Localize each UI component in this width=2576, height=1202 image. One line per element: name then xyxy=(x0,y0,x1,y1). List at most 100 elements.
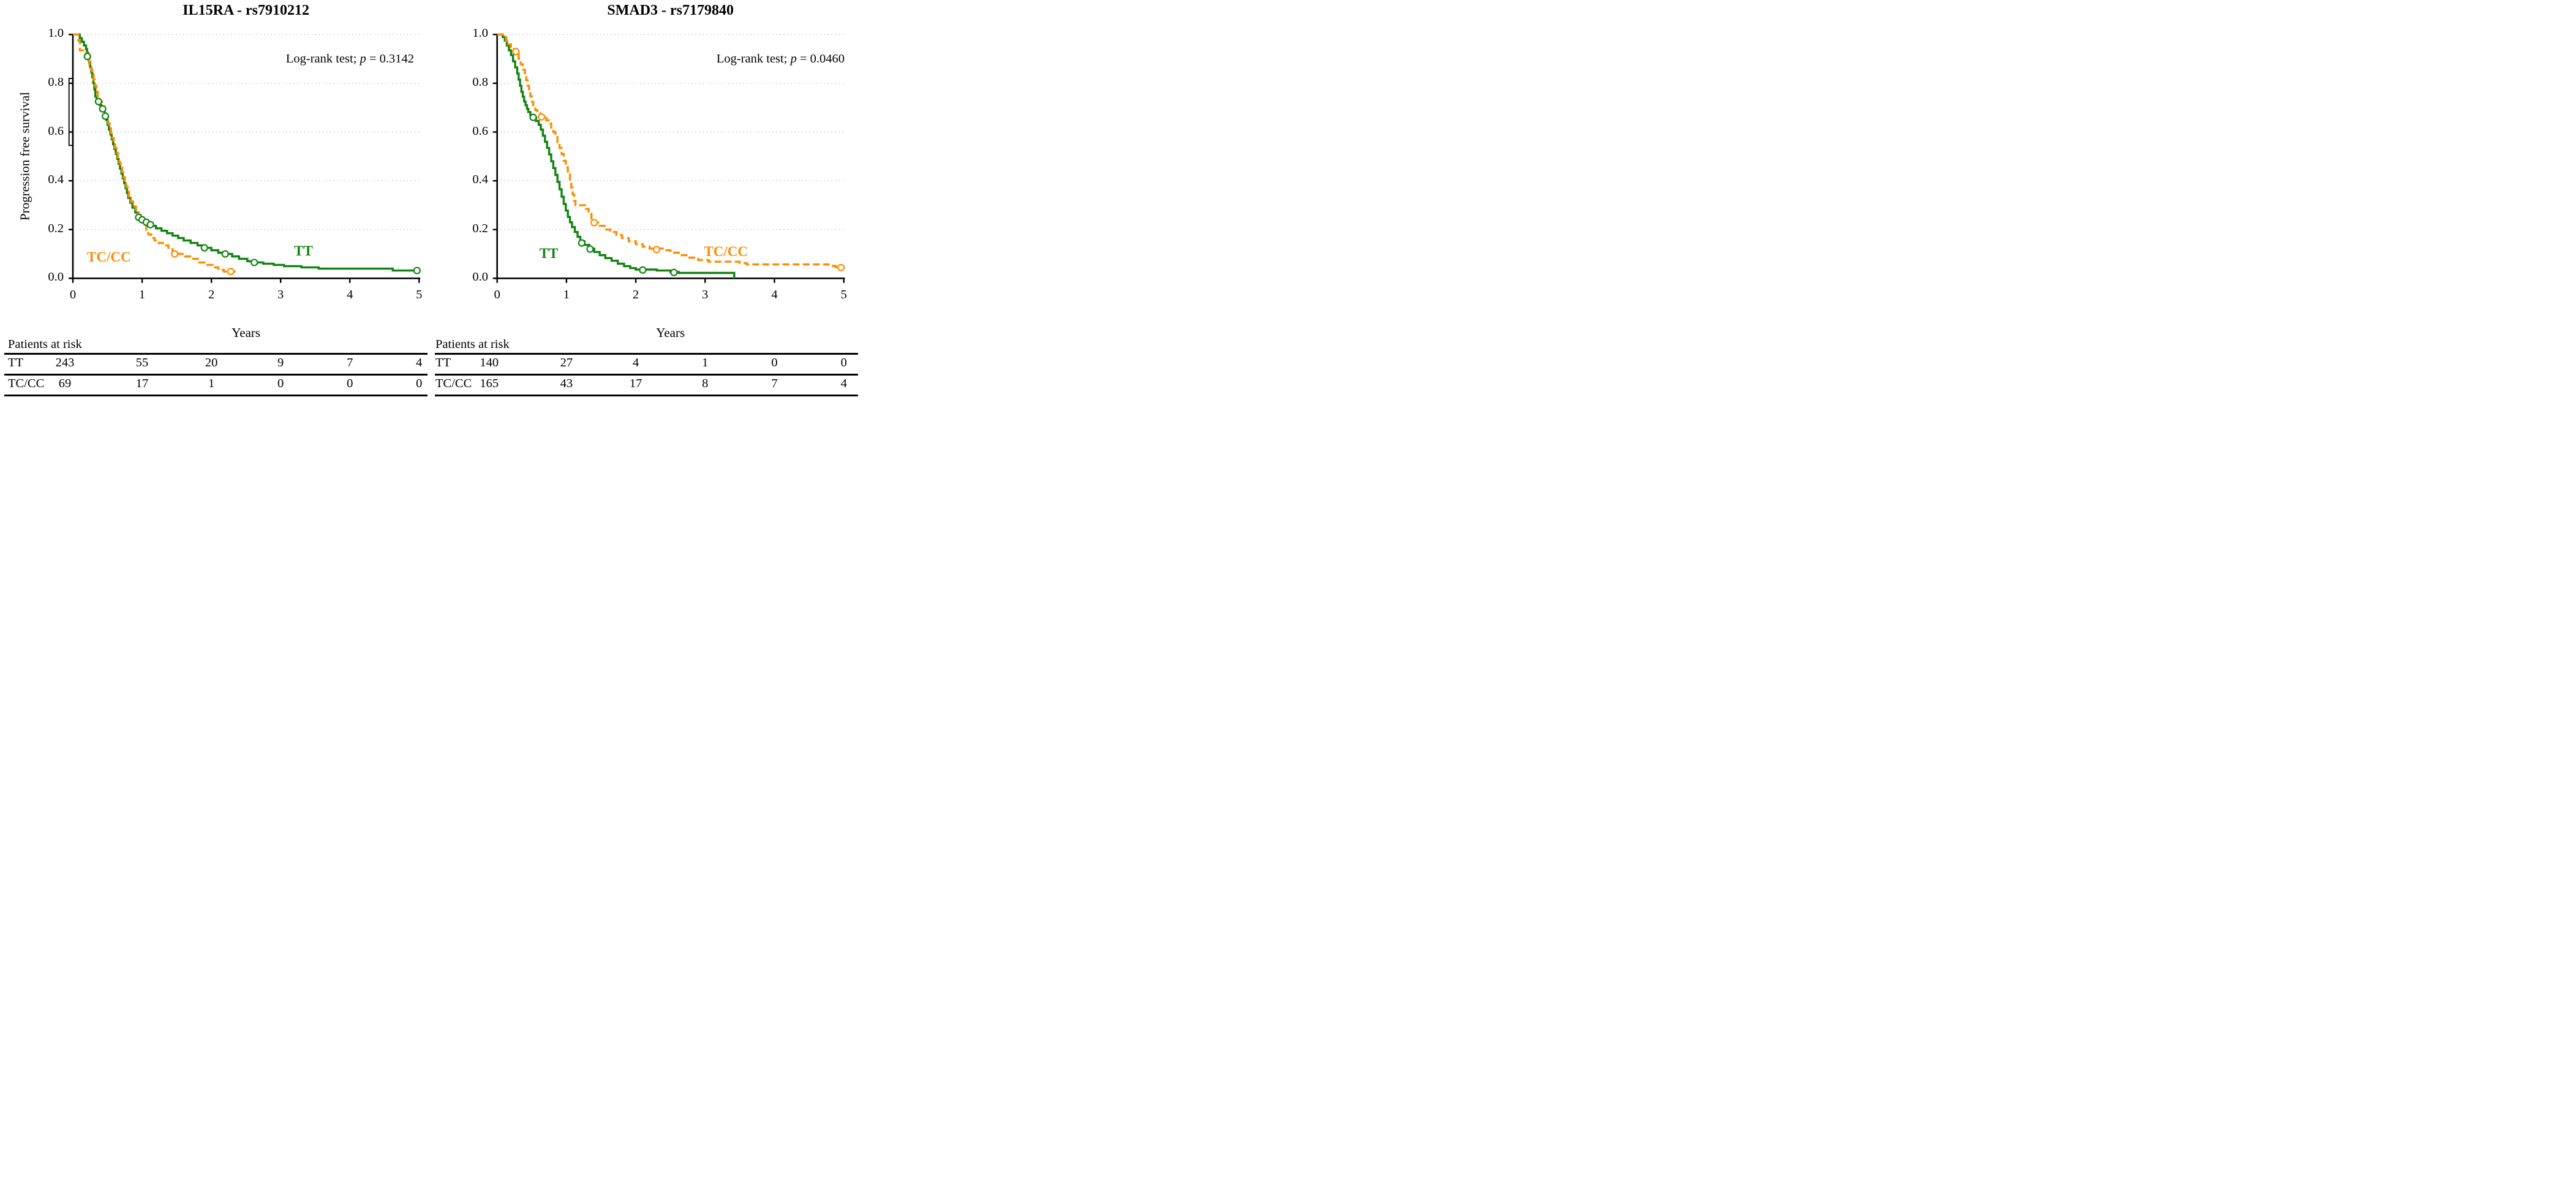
risk-table-rule xyxy=(4,373,427,376)
y-tick-label: 0.0 xyxy=(472,270,488,284)
risk-count: 43 xyxy=(560,377,573,390)
censor-mark xyxy=(227,268,235,276)
panel1-tt-curve-label: TT xyxy=(294,243,313,259)
x-tick-label: 1 xyxy=(563,288,570,301)
censor-mark xyxy=(250,259,258,266)
risk-row-label: TC/CC xyxy=(8,377,45,390)
x-tick-label: 1 xyxy=(138,288,146,301)
censor-mark xyxy=(171,250,179,258)
y-tick-label: 0.6 xyxy=(48,124,64,138)
risk-row-label: TT xyxy=(435,356,451,369)
risk-count: 55 xyxy=(135,356,149,369)
risk-count: 7 xyxy=(347,356,353,369)
risk-count: 0 xyxy=(416,377,423,390)
pvalue-value: = 0.3142 xyxy=(366,52,414,66)
risk-count: 0 xyxy=(840,356,847,369)
risk-count: 69 xyxy=(58,377,72,390)
risk-count: 7 xyxy=(771,377,778,390)
risk-row-label: TC/CC xyxy=(435,377,472,390)
panel1-logrank-text: Log-rank test; p = 0.3142 xyxy=(286,52,414,66)
y-tick-label: 0.0 xyxy=(48,270,64,284)
censor-mark xyxy=(670,268,678,276)
risk-count: 17 xyxy=(135,377,149,390)
censor-mark xyxy=(200,244,208,252)
pvalue-symbol: p xyxy=(360,52,366,66)
x-tick-label: 5 xyxy=(840,288,847,301)
censor-mark xyxy=(837,263,845,271)
survival-curve-tt xyxy=(497,33,736,279)
survival-curve-tc-cc xyxy=(73,33,236,273)
risk-table-rule xyxy=(435,352,858,355)
x-tick-label: 2 xyxy=(632,288,639,301)
survival-curve-tt xyxy=(73,33,420,272)
y-tick-label: 0.4 xyxy=(48,173,64,187)
censor-mark xyxy=(221,250,229,258)
panel1-tccc-curve-label: TC/CC xyxy=(87,249,131,265)
censor-mark xyxy=(83,53,91,61)
pvalue-symbol: p xyxy=(790,52,797,66)
panel2-tt-curve-label: TT xyxy=(539,246,559,262)
censor-mark xyxy=(652,246,661,254)
risk-table-rule xyxy=(435,394,858,396)
risk-count: 0 xyxy=(771,356,778,369)
x-tick-label: 3 xyxy=(277,288,284,301)
survival-curve-tc-cc xyxy=(497,33,845,268)
risk-count: 9 xyxy=(277,356,284,369)
risk-count: 1 xyxy=(208,377,215,390)
pvalue-prefix: Log-rank test; xyxy=(285,52,360,66)
risk-count: 0 xyxy=(347,377,353,390)
risk-count: 140 xyxy=(480,356,499,369)
panel1-title: IL15RA - rs7910212 xyxy=(183,2,309,18)
censor-mark xyxy=(529,113,537,121)
censor-mark xyxy=(512,48,520,56)
censor-mark xyxy=(538,113,546,121)
risk-count: 17 xyxy=(629,377,642,390)
censor-mark xyxy=(413,266,421,274)
risk-count: 4 xyxy=(840,377,847,390)
x-tick-label: 2 xyxy=(208,288,215,301)
risk-table-rule xyxy=(4,352,427,355)
x-tick-label: 5 xyxy=(416,288,423,301)
censor-mark xyxy=(146,221,154,229)
censor-mark xyxy=(99,105,107,113)
risk-count: 8 xyxy=(702,377,709,390)
risk-count: 1 xyxy=(702,356,709,369)
y-tick-label: 0.8 xyxy=(472,75,488,89)
y-tick-label: 0.6 xyxy=(472,124,488,138)
plot-canvas xyxy=(68,33,845,283)
censor-mark xyxy=(578,239,586,247)
y-tick-label: 0.8 xyxy=(48,75,64,89)
panel2-tccc-curve-label: TC/CC xyxy=(704,243,748,259)
y-tick-label: 0.2 xyxy=(48,221,64,235)
risk-table-rule xyxy=(4,394,427,396)
censor-mark xyxy=(94,97,102,105)
y-tick-label: 1.0 xyxy=(472,26,488,40)
panel2-risk-table-header: Patients at risk xyxy=(435,338,510,351)
censor-mark xyxy=(102,112,110,120)
pvalue-value: = 0.0460 xyxy=(796,52,845,66)
panel2-x-axis-label: Years xyxy=(656,325,685,340)
y-tick-label: 0.2 xyxy=(472,221,488,235)
risk-count: 27 xyxy=(560,356,573,369)
risk-count: 20 xyxy=(205,356,218,369)
x-tick-label: 3 xyxy=(702,288,709,301)
y-axis-label: Progression free survival xyxy=(17,92,32,221)
risk-count: 4 xyxy=(632,356,639,369)
panel2-title: SMAD3 - rs7179840 xyxy=(607,2,734,18)
risk-count: 243 xyxy=(55,356,75,369)
x-tick-label: 4 xyxy=(347,288,353,301)
km-survival-figure: Progression free survival IL15RA - rs791… xyxy=(0,0,859,401)
risk-count: 0 xyxy=(277,377,284,390)
risk-count: 4 xyxy=(416,356,423,369)
y-tick-label: 0.4 xyxy=(472,173,488,187)
x-tick-label: 4 xyxy=(771,288,778,301)
pvalue-prefix: Log-rank test; xyxy=(716,52,791,66)
x-tick-label: 0 xyxy=(494,288,500,301)
risk-row-label: TT xyxy=(8,356,24,369)
panel1-risk-table-header: Patients at risk xyxy=(8,338,82,351)
panel1-x-axis-label: Years xyxy=(232,325,261,340)
censor-mark xyxy=(590,219,598,227)
risk-table-rule xyxy=(435,373,858,376)
censor-mark xyxy=(586,245,594,253)
risk-count: 165 xyxy=(480,377,499,390)
